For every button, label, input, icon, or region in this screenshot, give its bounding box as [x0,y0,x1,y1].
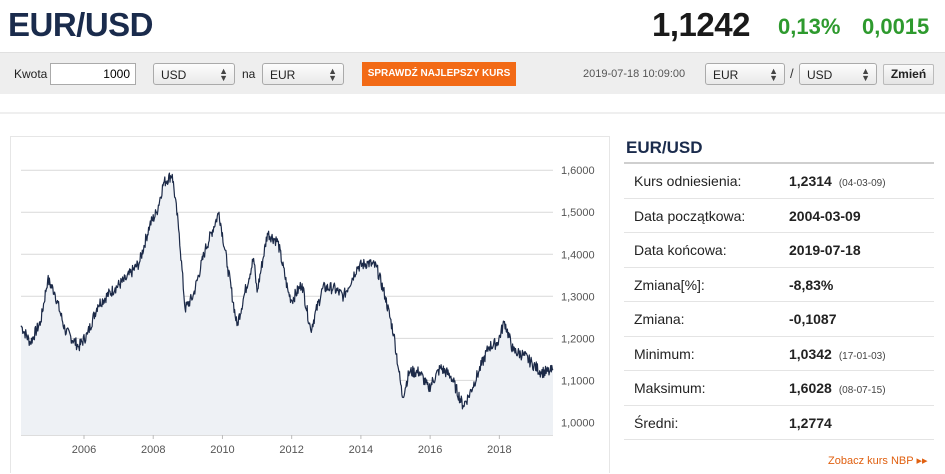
y-tick-label: 1,5000 [561,207,595,219]
stats-value-text: 2004-03-09 [789,207,861,224]
current-rate: 1,1242 [652,6,750,43]
stats-value-text: 1,0342 [789,345,832,362]
stats-row: Zmiana[%]: -8,83% [624,268,934,302]
nbp-rate-link[interactable]: Zobacz kurs NBP ▸▸ [828,455,928,467]
stats-label: Kurs odniesienia: [634,173,742,189]
from-currency-value: USD [161,68,187,82]
x-tick-label: 2012 [279,444,303,456]
amount-input[interactable] [50,63,136,85]
header: EUR/USD 1,1242 0,13% 0,0015 [0,0,945,52]
stats-date: (17-01-03) [838,350,886,362]
stats-label: Maksimum: [634,380,706,396]
select-arrows-icon: ▲ ▼ [328,66,337,83]
quote-timestamp: 2019-07-18 10:09:00 [583,68,686,80]
stats-date: (04-03-09) [838,178,886,189]
series-line [20,172,554,410]
base-currency-select[interactable]: EUR ▲ ▼ [705,63,785,85]
stats-label: Zmiana[%]: [634,276,705,293]
stats-date: (08-07-15) [838,385,886,396]
stats-value: 1,2774 [789,415,832,431]
stats-value-text: -8,83% [789,276,834,293]
quote-currency-select[interactable]: USD ▲ ▼ [799,63,877,85]
amount-label: Kwota [14,67,48,81]
stats-row: Data końcowa: 2019-07-18 [624,233,934,268]
x-tick-label: 2018 [487,444,511,456]
x-tick-label: 2016 [418,444,442,456]
base-currency-value: EUR [713,68,739,82]
rate-chart: 1,6000 1,5000 1,4000 1,3000 1,2000 1,1000 1,00… [10,136,610,473]
stats-value: 2004-03-09 [789,208,861,224]
stats-value: -8,83% [789,277,833,293]
stats-label: Średni: [634,414,679,431]
change-absolute: 0,0015 [862,14,930,39]
stats-row: Kurs odniesienia: 1,2314 (04-03-09) [624,164,934,199]
stats-value-text: 1,6028 [789,380,832,396]
chart-svg: 1,6000 1,5000 1,4000 1,3000 1,2000 1,1000 1,00… [20,145,595,456]
pair-title: EUR/USD [8,6,154,43]
stats-value-text: -0,1087 [789,311,837,327]
swap-button[interactable]: Zmień [883,64,934,85]
y-tick-label: 1,4000 [561,249,595,261]
series-area [21,173,553,435]
to-label: na [242,67,256,81]
x-tick-label: 2006 [72,444,96,456]
stats-row: Maksimum: 1,6028 (08-07-15) [624,371,934,406]
stats-value: 1,0342 (17-01-03) [789,346,886,362]
to-currency-select[interactable]: EUR ▲ ▼ [262,63,344,85]
pair-separator: / [790,66,794,81]
quote-currency-value: USD [807,68,833,82]
best-rate-button[interactable]: SPRAWDŹ NAJLEPSZY KURS [362,62,516,86]
y-tick-label: 1,0000 [561,417,595,429]
y-tick-label: 1,6000 [561,165,595,177]
select-arrows-icon: ▲ ▼ [219,66,228,83]
x-tick-label: 2008 [141,444,165,456]
converter-toolbar: Kwota USD ▲▼ na EUR ▲▼ SPRAWDŹ NAJLEPSZY… [0,52,945,94]
stats-label: Minimum: [634,345,695,362]
stats-label: Zmiana: [634,311,685,327]
y-tick-label: 1,3000 [561,291,595,303]
stats-value: 1,6028 (08-07-15) [789,380,886,396]
stats-label: Data końcowa: [634,242,727,258]
stats-panel: EUR/USD Kurs odniesienia: 1,2314 (04-03-09… [624,134,934,440]
stats-title: EUR/USD [624,134,934,164]
y-tick-label: 1,2000 [561,333,595,345]
stats-value: -0,1087 [789,311,836,327]
x-tick-label: 2010 [210,444,234,456]
stats-row: Średni: 1,2774 [624,406,934,440]
stats-value-text: 1,2774 [789,414,832,431]
stats-value: 1,2314 (04-03-09) [789,173,886,189]
stats-value-text: 2019-07-18 [789,242,861,258]
x-tick-label: 2014 [349,444,373,456]
stats-value-text: 1,2314 [789,173,832,189]
stats-row: Data początkowa: 2004-03-09 [624,199,934,233]
stats-label: Data początkowa: [634,207,746,224]
stats-row: Zmiana: -0,1087 [624,302,934,337]
stats-row: Minimum: 1,0342 (17-01-03) [624,337,934,371]
from-currency-select[interactable]: USD ▲ ▼ [153,63,235,85]
divider [0,112,945,114]
stats-value: 2019-07-18 [789,242,861,258]
stats-rows: Kurs odniesienia: 1,2314 (04-03-09) Data po… [624,164,934,440]
to-currency-value: EUR [270,68,296,82]
change-percent: 0,13% [778,14,841,39]
y-tick-label: 1,1000 [561,375,595,387]
select-arrows-icon: ▲ ▼ [861,66,870,83]
select-arrows-icon: ▲ ▼ [769,66,778,83]
